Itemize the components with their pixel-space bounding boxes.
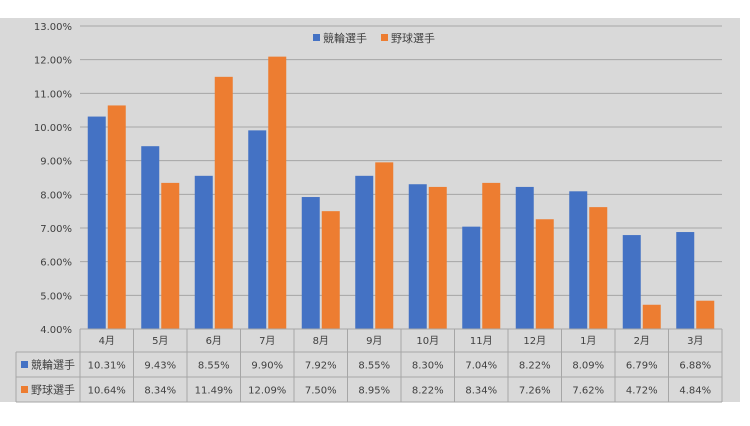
bar-series2 <box>482 182 501 329</box>
data-value-cell: 8.09% <box>572 361 604 372</box>
x-category-label: 10月 <box>416 335 439 347</box>
bar-series2 <box>375 162 394 329</box>
x-category-label: 4月 <box>99 335 115 347</box>
y-tick-label: 4.00% <box>40 325 72 336</box>
data-value-cell: 8.95% <box>358 386 390 397</box>
y-tick-label: 7.00% <box>40 224 72 235</box>
table-series-name: 競輪選手 <box>31 358 75 372</box>
data-value-cell: 7.04% <box>465 361 497 372</box>
y-tick-label: 11.00% <box>34 89 72 100</box>
x-category-label: 8月 <box>313 335 329 347</box>
bar-series1 <box>87 116 106 330</box>
legend-label: 野球選手 <box>391 31 435 45</box>
data-value-cell: 8.30% <box>412 361 444 372</box>
bar-series1 <box>141 146 160 329</box>
bar-series1 <box>355 175 374 329</box>
bar-series1 <box>622 235 641 329</box>
data-value-cell: 10.31% <box>88 361 126 372</box>
bar-series2 <box>321 211 340 329</box>
x-category-label: 9月 <box>366 335 382 347</box>
data-value-cell: 6.79% <box>626 361 658 372</box>
data-value-cell: 7.26% <box>519 386 551 397</box>
data-value-cell: 10.64% <box>88 386 126 397</box>
data-value-cell: 8.34% <box>465 386 497 397</box>
x-category-label: 1月 <box>580 335 596 347</box>
bar-series1 <box>569 191 588 329</box>
bars <box>87 56 715 330</box>
bar-series2 <box>214 76 233 329</box>
y-tick-label: 9.00% <box>40 157 72 168</box>
bar-series1 <box>301 197 320 329</box>
bar-series1 <box>462 226 481 329</box>
data-value-cell: 9.43% <box>144 361 176 372</box>
x-category-label: 12月 <box>523 335 546 347</box>
data-value-cell: 8.55% <box>198 361 230 372</box>
bar-series2 <box>696 300 715 329</box>
y-tick-label: 8.00% <box>40 190 72 201</box>
legend-key <box>381 34 388 41</box>
data-value-cell: 8.55% <box>358 361 390 372</box>
data-value-cell: 9.90% <box>251 361 283 372</box>
data-value-cell: 8.34% <box>144 386 176 397</box>
y-tick-label: 13.00% <box>34 22 72 33</box>
legend-label: 競輪選手 <box>323 31 367 45</box>
y-tick-label: 6.00% <box>40 258 72 269</box>
bar-series2 <box>589 207 608 329</box>
bar-series1 <box>194 175 213 329</box>
legend: 競輪選手 野球選手 <box>313 31 435 45</box>
bar-series2 <box>642 304 661 329</box>
data-value-cell: 12.09% <box>248 386 286 397</box>
x-category-label: 6月 <box>206 335 222 347</box>
bar-series2 <box>535 219 554 329</box>
x-category-label: 3月 <box>687 335 703 347</box>
bar-series1 <box>248 130 267 329</box>
x-category-label: 2月 <box>634 335 650 347</box>
table-legend-key <box>21 361 28 368</box>
y-tick-label: 12.00% <box>34 56 72 67</box>
y-axis-tick-labels: 4.00% 5.00% 6.00% 7.00% 8.00% 9.00% 10.00% 11.0… <box>34 22 72 336</box>
x-category-label: 11月 <box>470 335 493 347</box>
x-category-label: 7月 <box>259 335 275 347</box>
x-category-label: 5月 <box>152 335 168 347</box>
bar-series2 <box>268 56 287 330</box>
bar-series1 <box>515 186 534 329</box>
bar-series2 <box>107 105 126 329</box>
gridlines <box>80 25 722 330</box>
data-value-cell: 4.72% <box>626 386 658 397</box>
data-value-cell: 7.62% <box>572 386 604 397</box>
bar-series2 <box>428 186 447 329</box>
data-value-cell: 8.22% <box>519 361 551 372</box>
bar-series1 <box>408 184 427 329</box>
legend-key <box>313 34 320 41</box>
data-value-cell: 8.22% <box>412 386 444 397</box>
bar-series1 <box>676 232 695 329</box>
data-value-cell: 11.49% <box>195 386 233 397</box>
data-value-cell: 7.92% <box>305 361 337 372</box>
table-series-name: 野球選手 <box>31 383 75 397</box>
data-value-cell: 6.88% <box>679 361 711 372</box>
bar-series2 <box>161 182 180 329</box>
data-value-cell: 7.50% <box>305 386 337 397</box>
y-tick-label: 5.00% <box>40 291 72 302</box>
table-legend-key <box>21 386 28 393</box>
y-tick-label: 10.00% <box>34 123 72 134</box>
data-value-cell: 4.84% <box>679 386 711 397</box>
